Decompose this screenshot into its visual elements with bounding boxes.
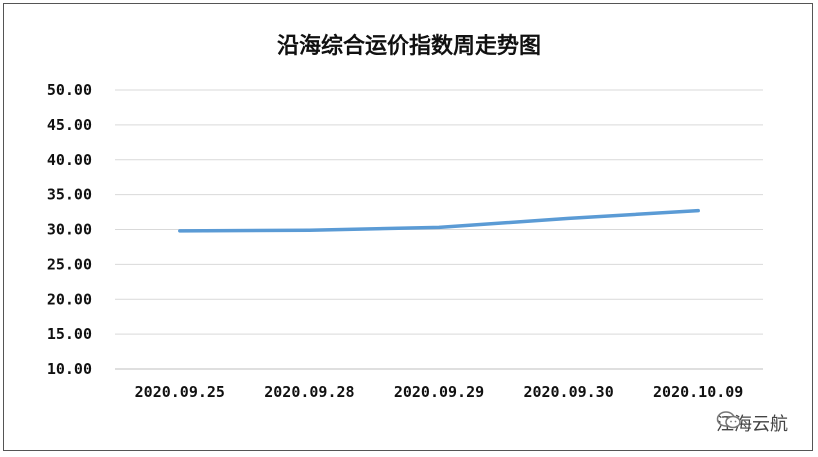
x-tick-label: 2020.09.25 (135, 383, 225, 401)
y-tick-label: 10.00 (47, 360, 92, 378)
gridlines (115, 89, 763, 370)
series-layer (178, 208, 700, 233)
x-tick-label: 2020.10.09 (653, 383, 743, 401)
watermark: 江海云航 (716, 410, 788, 436)
x-axis: 2020.09.25 2020.09.28 2020.09.29 2020.09.30… (135, 383, 744, 401)
y-axis: 10.00 15.00 20.00 25.00 30.00 35.00 40.00 45.00… (47, 81, 92, 378)
y-tick-label: 50.00 (47, 81, 92, 99)
y-tick-label: 25.00 (47, 255, 92, 273)
x-tick-label: 2020.09.30 (523, 383, 613, 401)
y-tick-label: 35.00 (47, 186, 92, 204)
x-tick-label: 2020.09.29 (394, 383, 484, 401)
y-tick-label: 15.00 (47, 325, 92, 343)
x-tick-label: 2020.09.28 (264, 383, 354, 401)
y-tick-label: 40.00 (47, 151, 92, 169)
y-tick-label: 20.00 (47, 290, 92, 308)
y-tick-label: 30.00 (47, 221, 92, 239)
y-tick-label: 45.00 (47, 116, 92, 134)
chart-title: 沿海综合运价指数周走势图 (276, 33, 541, 59)
wechat-icon (716, 411, 741, 429)
series-line (178, 208, 700, 233)
